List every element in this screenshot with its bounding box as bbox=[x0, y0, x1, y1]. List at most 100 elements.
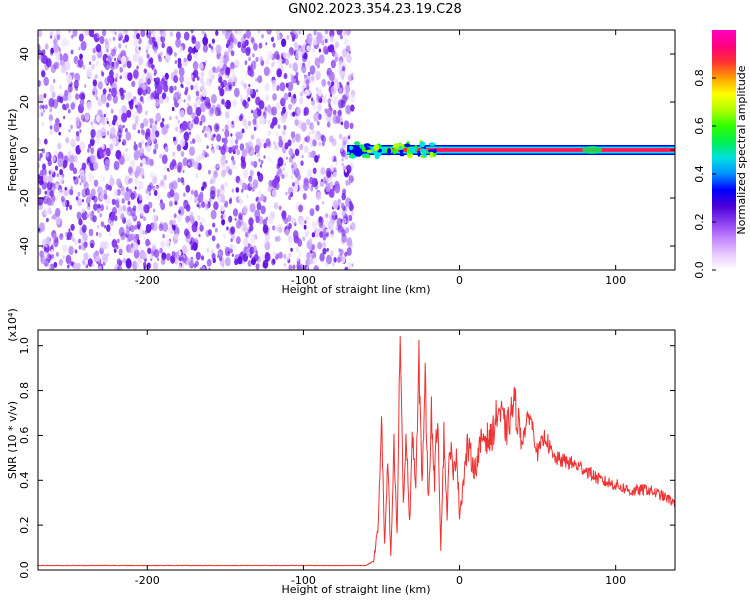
noise-blob bbox=[122, 141, 125, 146]
noise-blob bbox=[271, 189, 277, 197]
noise-blob bbox=[225, 160, 228, 164]
noise-blob bbox=[301, 155, 304, 159]
noise-blob bbox=[304, 136, 308, 142]
noise-blob bbox=[50, 249, 54, 254]
noise-blob bbox=[160, 199, 163, 204]
noise-blob bbox=[229, 248, 233, 254]
noise-blob bbox=[326, 107, 333, 118]
noise-blob bbox=[262, 259, 269, 269]
noise-blob bbox=[286, 34, 290, 40]
noise-blob bbox=[85, 30, 90, 36]
noise-blob bbox=[177, 214, 182, 223]
noise-blob bbox=[247, 120, 252, 127]
noise-blob bbox=[132, 123, 137, 131]
noise-blob bbox=[90, 155, 95, 162]
noise-blob bbox=[199, 77, 204, 84]
noise-blob bbox=[41, 167, 47, 177]
noise-blob bbox=[203, 181, 207, 188]
noise-blob bbox=[112, 36, 116, 41]
noise-blob bbox=[38, 80, 42, 87]
noise-blob bbox=[235, 236, 241, 245]
noise-blob bbox=[255, 77, 258, 82]
noise-blob bbox=[73, 262, 80, 270]
noise-blob bbox=[143, 252, 147, 259]
noise-blob bbox=[104, 41, 110, 50]
noise-blob bbox=[261, 139, 264, 143]
noise-blob bbox=[250, 161, 254, 166]
noise-blob bbox=[133, 141, 137, 145]
noise-blob bbox=[62, 159, 68, 169]
noise-blob bbox=[246, 94, 249, 99]
noise-blob bbox=[322, 247, 327, 255]
noise-blob bbox=[259, 164, 263, 168]
noise-blob bbox=[168, 242, 171, 246]
noise-blob bbox=[118, 226, 125, 237]
noise-blob bbox=[225, 67, 231, 76]
noise-blob bbox=[65, 137, 70, 144]
noise-blob bbox=[75, 134, 81, 142]
noise-blob bbox=[210, 249, 214, 255]
noise-blob bbox=[132, 190, 137, 199]
noise-blob bbox=[272, 93, 277, 101]
noise-blob bbox=[230, 238, 233, 243]
noise-blob bbox=[115, 121, 119, 127]
noise-blob bbox=[133, 69, 139, 79]
noise-blob bbox=[154, 130, 160, 138]
noise-blob bbox=[188, 46, 193, 54]
noise-blob bbox=[130, 159, 136, 169]
noise-blob bbox=[80, 41, 87, 51]
noise-blob bbox=[78, 238, 81, 244]
noise-blob bbox=[298, 252, 302, 257]
noise-blob bbox=[199, 224, 204, 232]
noise-blob bbox=[158, 56, 163, 63]
noise-blob bbox=[303, 106, 310, 116]
noise-blob bbox=[52, 78, 56, 84]
noise-blob bbox=[50, 168, 54, 175]
noise-blob bbox=[299, 97, 304, 105]
noise-blob bbox=[325, 184, 331, 193]
noise-blob bbox=[245, 72, 248, 76]
noise-blob bbox=[201, 186, 205, 192]
noise-blob bbox=[292, 264, 296, 270]
noise-blob bbox=[110, 30, 115, 34]
noise-blob bbox=[221, 219, 226, 226]
noise-blob bbox=[341, 162, 344, 167]
noise-blob bbox=[41, 104, 45, 110]
noise-blob bbox=[169, 161, 175, 170]
noise-blob bbox=[93, 203, 98, 211]
x-tick-label: 0 bbox=[456, 274, 463, 287]
noise-blob bbox=[138, 181, 144, 190]
noise-blob bbox=[248, 83, 251, 88]
noise-blob bbox=[154, 98, 160, 107]
noise-blob bbox=[79, 141, 86, 152]
noise-blob bbox=[329, 181, 334, 188]
noise-blob bbox=[125, 148, 128, 152]
noise-blob bbox=[325, 262, 328, 267]
noise-blob bbox=[274, 50, 280, 60]
noise-blob bbox=[328, 213, 331, 219]
noise-blob bbox=[99, 35, 105, 45]
noise-blob bbox=[216, 188, 221, 196]
noise-blob bbox=[113, 248, 117, 253]
noise-blob bbox=[154, 143, 159, 150]
noise-blob bbox=[87, 172, 94, 183]
noise-blob bbox=[230, 133, 233, 137]
signal-onset-blob bbox=[346, 151, 350, 155]
noise-blob bbox=[236, 149, 241, 156]
noise-blob bbox=[296, 173, 302, 181]
noise-blob bbox=[210, 94, 217, 104]
noise-blob bbox=[244, 60, 248, 65]
noise-blob bbox=[100, 221, 105, 228]
signal-onset-blob bbox=[364, 154, 371, 159]
noise-blob bbox=[45, 236, 52, 246]
noise-blob bbox=[119, 75, 122, 80]
noise-blob bbox=[137, 202, 143, 211]
noise-blob bbox=[326, 170, 332, 178]
noise-blob bbox=[106, 120, 109, 125]
noise-blob bbox=[154, 120, 158, 125]
noise-blob bbox=[140, 30, 146, 38]
noise-blob bbox=[149, 132, 156, 142]
noise-blob bbox=[163, 174, 167, 181]
noise-blob bbox=[283, 124, 287, 131]
noise-blob bbox=[125, 128, 128, 133]
